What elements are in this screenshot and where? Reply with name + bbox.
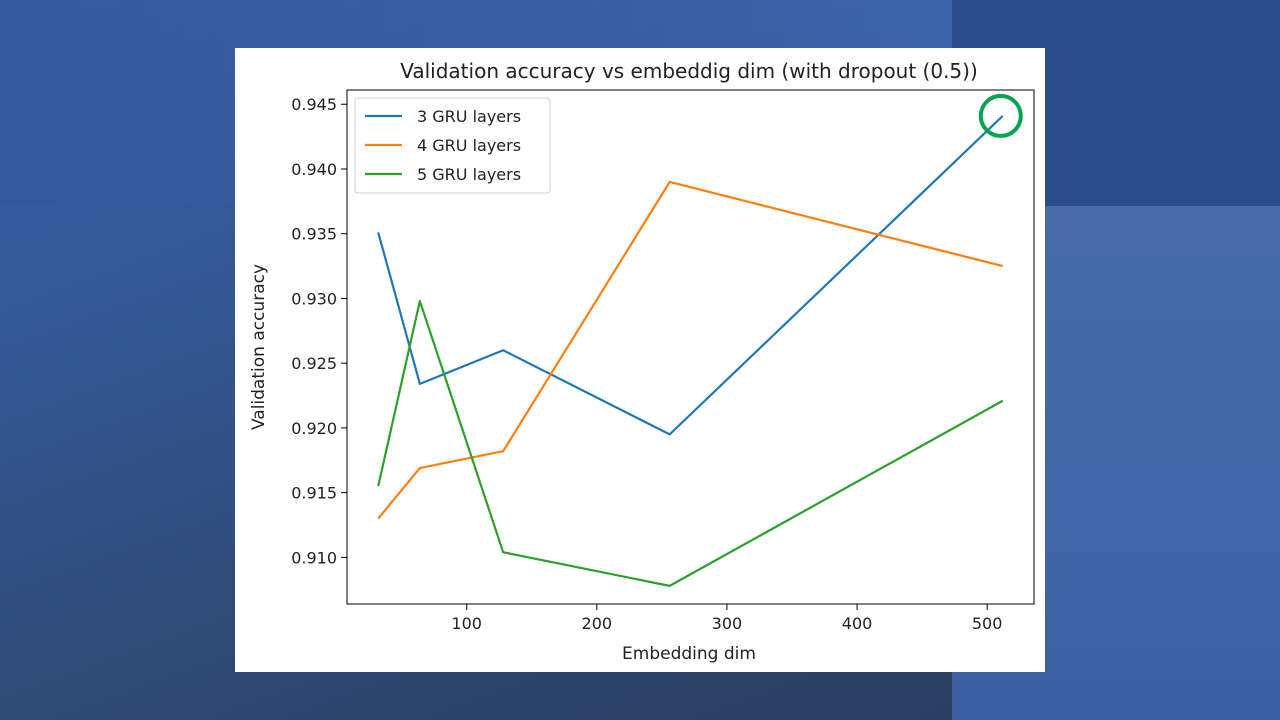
- y-axis: 0.910 0.915 0.920 0.925 0.930 0.935 0.940 0.945: [291, 95, 347, 567]
- y-tick-label: 0.920: [291, 419, 337, 438]
- legend-label: 5 GRU layers: [417, 165, 521, 184]
- plot-frame: [346, 89, 1035, 605]
- line-chart: Validation accuracy vs embeddig dim (wit…: [249, 59, 1035, 664]
- y-tick-label: 0.925: [291, 354, 337, 373]
- y-tick-label: 0.930: [291, 289, 337, 308]
- x-axis-label: Embedding dim: [622, 644, 756, 664]
- y-axis-label: Validation accuracy: [249, 264, 269, 430]
- highlight-circle: [978, 93, 1023, 138]
- x-tick-label: 100: [451, 614, 482, 633]
- legend-box: [354, 97, 551, 194]
- x-tick-label: 500: [972, 614, 1003, 633]
- chart-title: Validation accuracy vs embeddig dim (wit…: [400, 59, 978, 83]
- x-axis: 100 200 300 400 500: [451, 604, 1002, 633]
- series-line-4-gru-layers: [377, 180, 1004, 520]
- legend-label: 3 GRU layers: [417, 107, 521, 126]
- legend-label: 4 GRU layers: [417, 136, 521, 155]
- series-line-5-gru-layers: [377, 299, 1004, 587]
- y-tick-label: 0.940: [291, 160, 337, 179]
- y-tick-label: 0.910: [291, 548, 337, 567]
- x-tick-label: 400: [842, 614, 873, 633]
- x-tick-label: 300: [712, 614, 743, 633]
- plot-area: [377, 115, 1004, 587]
- annotation-layer: [978, 93, 1023, 138]
- y-tick-label: 0.915: [291, 484, 337, 503]
- series-line-3-gru-layers: [377, 115, 1004, 436]
- y-tick-label: 0.935: [291, 225, 337, 244]
- chart-figure: Validation accuracy vs embeddig dim (wit…: [235, 48, 1045, 672]
- y-tick-label: 0.945: [291, 95, 337, 114]
- legend: 3 GRU layers 4 GRU layers 5 GRU layers: [354, 97, 551, 194]
- x-tick-label: 200: [582, 614, 613, 633]
